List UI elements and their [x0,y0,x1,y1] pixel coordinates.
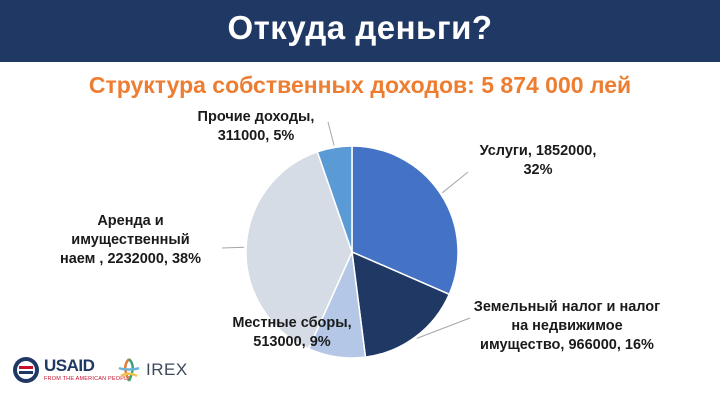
slice-label-local-fees: Местные сборы, 513000, 9% [232,315,352,350]
slice-services [351,145,459,296]
leader-line-slice-services [441,171,469,194]
usaid-seal-icon [13,357,39,383]
leader-line-slice-other-income [327,121,335,146]
slice-other-income [316,145,353,253]
slice-label-other-income: Прочие доходы, 311000, 5% [197,109,315,144]
page-title: Откуда деньги? [227,9,493,46]
irex-logo-icon [118,358,140,382]
slice-label-rent: Аренда и имущественный наем , 2232000, 3… [59,213,202,267]
slice-label-land-tax: Земельный налог и налог на недвижимое им… [473,299,661,353]
title-banner: Откуда деньги? [0,0,720,62]
irex-wordmark: IREX [146,360,188,379]
leader-line-slice-land-tax [416,317,471,339]
usaid-tagline: FROM THE AMERICAN PEOPLE [44,376,132,382]
leader-line-slice-rent [221,246,245,249]
slice-rent [245,150,353,350]
usaid-wordmark: USAID [44,356,95,375]
chart-title: Структура собственных доходов: 5 874 000… [88,72,632,98]
slice-land-tax [351,250,451,358]
slice-label-services: Услуги, 1852000, 32% [479,143,597,178]
